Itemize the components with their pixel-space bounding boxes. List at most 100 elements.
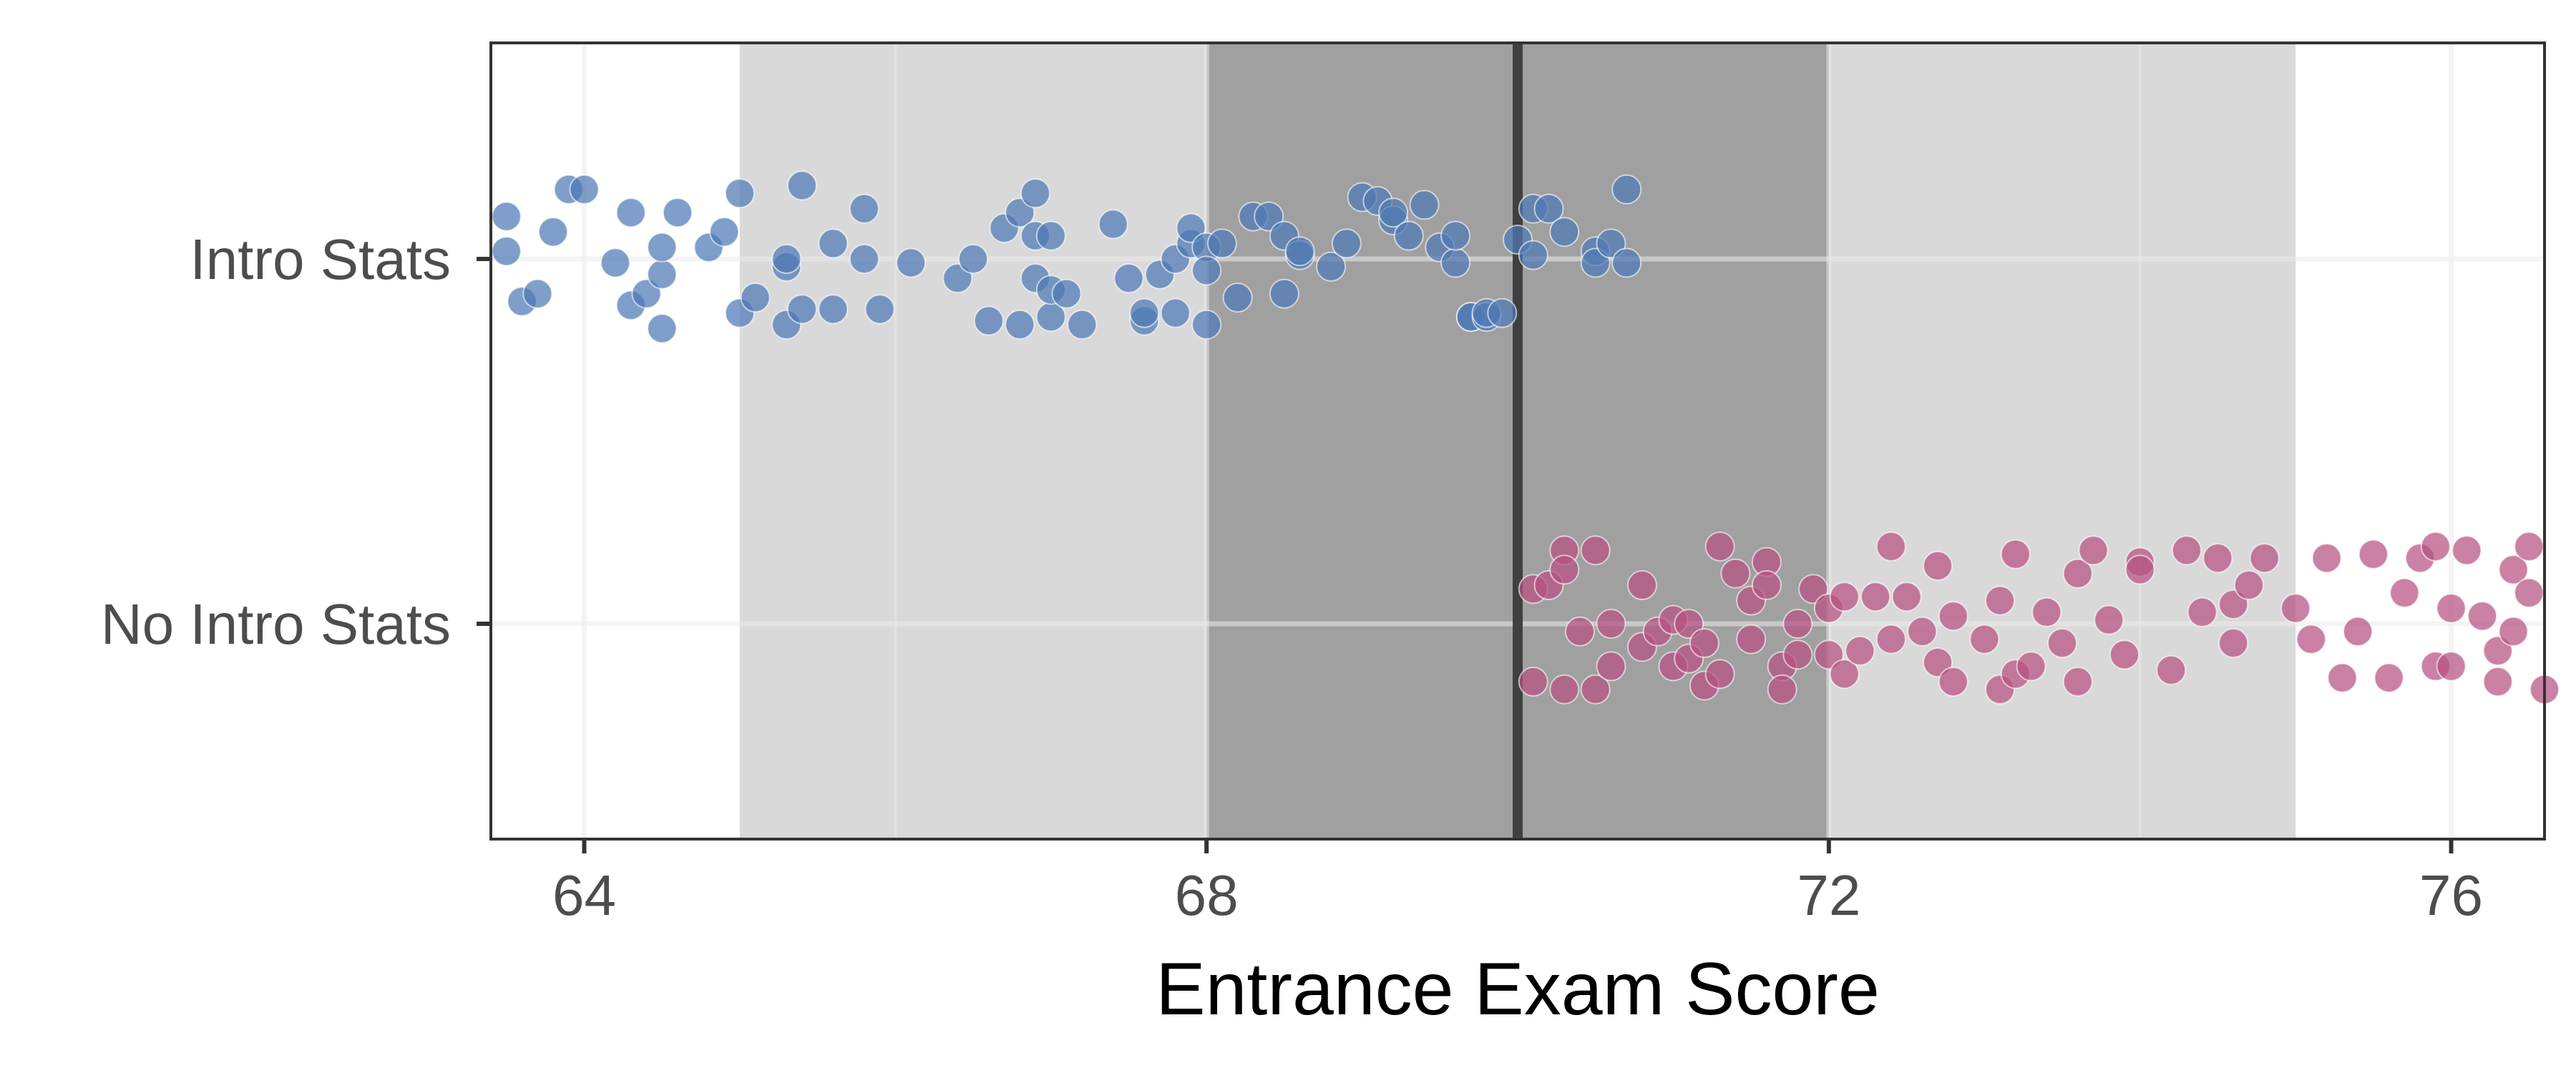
data-point <box>786 170 817 201</box>
data-point <box>1487 298 1518 328</box>
data-point <box>2202 543 2233 574</box>
data-point <box>1331 228 1362 259</box>
data-point <box>1113 263 1144 293</box>
data-point <box>1938 601 1968 632</box>
data-point <box>2187 597 2218 627</box>
data-point <box>2249 543 2280 574</box>
data-point <box>2389 577 2420 608</box>
data-point <box>1829 582 1860 612</box>
data-point <box>1704 659 1735 690</box>
x-tick-label: 72 <box>1797 863 1860 927</box>
data-point <box>849 244 879 274</box>
data-point <box>491 201 522 232</box>
data-point <box>2046 628 2077 658</box>
data-point <box>1005 309 1035 340</box>
data-point <box>849 193 879 224</box>
data-point <box>1611 248 1642 278</box>
data-point <box>1751 570 1782 600</box>
data-point <box>1829 659 1860 690</box>
data-point <box>1689 628 1719 658</box>
data-point <box>2016 651 2046 682</box>
data-point <box>818 228 849 259</box>
data-point <box>1767 674 1797 705</box>
data-point <box>1222 283 1253 313</box>
data-point <box>2467 601 2498 632</box>
data-point <box>896 248 927 278</box>
data-point <box>1269 278 1299 309</box>
data-point <box>1549 554 1580 585</box>
data-point <box>491 236 522 267</box>
data-point <box>2124 554 2155 585</box>
x-tick-label: 76 <box>2419 863 2483 927</box>
data-point <box>1580 535 1611 566</box>
data-point <box>1284 236 1315 267</box>
data-point <box>569 174 600 205</box>
data-point <box>2000 539 2031 569</box>
data-point <box>2062 667 2093 697</box>
x-axis-title: Entrance Exam Score <box>1156 948 1880 1031</box>
data-point <box>1393 220 1424 251</box>
data-point <box>1051 278 1082 309</box>
data-point <box>2358 539 2389 569</box>
data-point <box>864 294 895 325</box>
data-point <box>2280 593 2311 624</box>
data-point <box>1969 624 2000 655</box>
data-point <box>2327 662 2358 693</box>
data-point <box>1440 220 1471 251</box>
data-point <box>1129 298 1160 328</box>
data-point <box>1736 624 1767 655</box>
data-point <box>2514 531 2545 562</box>
data-point <box>818 294 849 325</box>
data-point <box>2109 640 2140 670</box>
data-point <box>1518 667 1548 697</box>
data-point <box>1875 531 1906 562</box>
y-tick-label: No Intro Stats <box>101 592 451 656</box>
data-point <box>1533 193 1564 224</box>
data-point <box>1720 558 1751 589</box>
data-point <box>647 259 678 290</box>
data-point <box>1035 220 1066 251</box>
data-point <box>1580 674 1611 705</box>
data-point <box>973 305 1004 336</box>
data-point <box>1845 635 1875 666</box>
data-point <box>1923 551 1953 581</box>
data-point <box>2451 535 2482 566</box>
y-tick-label: Intro Stats <box>190 227 451 291</box>
data-point <box>1378 197 1409 228</box>
data-point <box>600 248 630 278</box>
data-point <box>2343 616 2373 647</box>
data-point <box>522 278 553 309</box>
data-point <box>771 244 802 274</box>
data-point <box>2436 593 2467 624</box>
data-point <box>1549 217 1580 248</box>
data-point <box>1518 240 1548 270</box>
data-point <box>1160 298 1191 328</box>
data-point <box>1191 309 1222 340</box>
data-point <box>1985 585 2016 616</box>
data-point <box>709 217 740 248</box>
data-point <box>615 197 646 228</box>
data-point <box>1891 582 1922 612</box>
data-point <box>1860 582 1891 612</box>
data-point <box>2311 543 2342 574</box>
data-point <box>1316 251 1347 282</box>
data-point <box>1098 209 1128 240</box>
data-point <box>1782 640 1813 670</box>
data-point <box>662 197 693 228</box>
data-point <box>2078 535 2109 566</box>
data-point <box>2498 554 2529 585</box>
data-point <box>1626 570 1657 600</box>
data-point <box>1596 609 1626 639</box>
data-point <box>2062 558 2093 589</box>
data-point <box>958 244 989 274</box>
data-point <box>786 294 817 325</box>
x-tick-label: 68 <box>1175 863 1239 927</box>
data-point <box>1782 609 1813 639</box>
data-point <box>1938 667 1968 697</box>
data-point <box>2373 662 2404 693</box>
data-point <box>2436 651 2467 682</box>
data-point <box>2094 604 2124 635</box>
data-point <box>2031 597 2062 627</box>
x-axis: 64 68 72 76 <box>552 839 2483 927</box>
